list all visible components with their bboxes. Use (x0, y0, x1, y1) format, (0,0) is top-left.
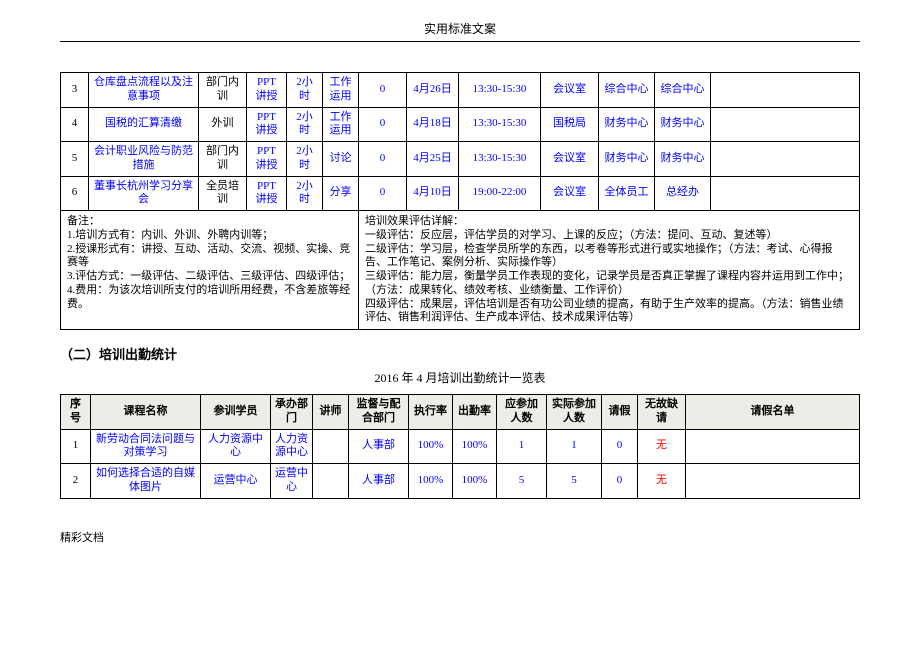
col-header: 监督与配合部门 (349, 395, 409, 430)
attendance-table: 序号课程名称参训学员承办部门讲师监督与配合部门执行率出勤率应参加人数实际参加人数… (60, 394, 860, 499)
col-header: 实际参加人数 (547, 395, 602, 430)
table-row: 6董事长杭州学习分享会全员培训PPT 讲授2小时分享04月10日19:00-22… (61, 176, 860, 211)
col-header: 出勤率 (453, 395, 497, 430)
col-header: 请假名单 (686, 395, 860, 430)
section-2-subtitle: 2016 年 4 月培训出勤统计一览表 (60, 369, 860, 386)
col-header: 执行率 (409, 395, 453, 430)
col-header: 应参加人数 (497, 395, 547, 430)
col-header: 课程名称 (91, 395, 201, 430)
divider (60, 41, 860, 42)
table-row: 3仓库盘点流程以及注意事项部门内训PPT 讲授2小时工作运用04月26日13:3… (61, 73, 860, 108)
table-row: 5会计职业风险与防范措施部门内训PPT 讲授2小时讨论04月25日13:30-1… (61, 142, 860, 177)
page-header: 实用标准文案 (60, 20, 860, 41)
col-header: 参训学员 (201, 395, 271, 430)
col-header: 请假 (602, 395, 638, 430)
col-header: 讲师 (313, 395, 349, 430)
training-plan-table: 3仓库盘点流程以及注意事项部门内训PPT 讲授2小时工作运用04月26日13:3… (60, 72, 860, 330)
notes-left: 备注： 1.培训方式有：内训、外训、外聘内训等； 2.授课形式有：讲授、互动、活… (61, 211, 359, 330)
section-2-title: （二）培训出勤统计 (60, 344, 860, 363)
footer: 精彩文档 (60, 529, 860, 545)
table-row: 2如何选择合适的自媒体图片运营中心运营中心人事部100%100%550无 (61, 464, 860, 499)
table-row: 1新劳动合同法问题与对策学习人力资源中心人力资源中心人事部100%100%110… (61, 429, 860, 464)
col-header: 无故缺请 (638, 395, 686, 430)
col-header: 序号 (61, 395, 91, 430)
col-header: 承办部门 (271, 395, 313, 430)
table-row: 4国税的汇算清缴外训PPT 讲授2小时工作运用04月18日13:30-15:30… (61, 107, 860, 142)
notes-right: 培训效果评估详解： 一级评估：反应层，评估学员的对学习、上课的反应；（方法：提问… (359, 211, 860, 330)
